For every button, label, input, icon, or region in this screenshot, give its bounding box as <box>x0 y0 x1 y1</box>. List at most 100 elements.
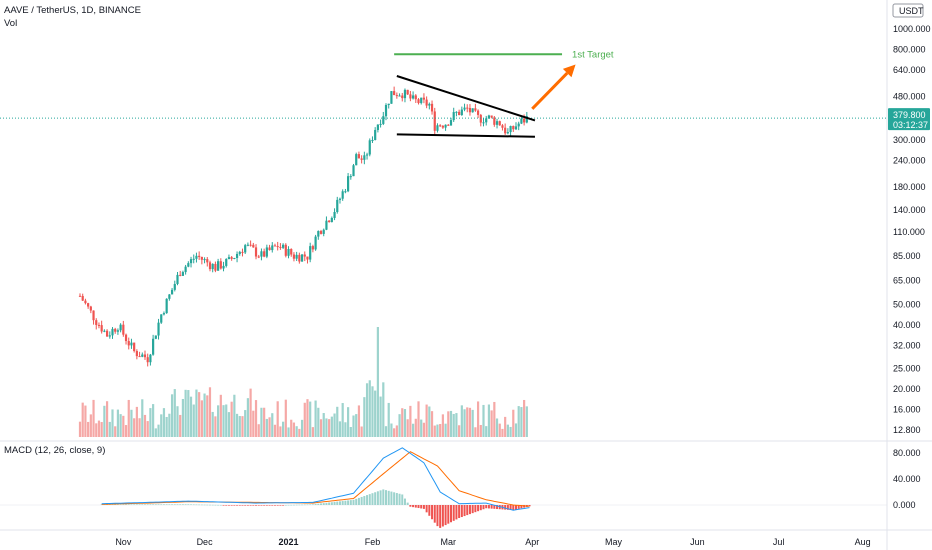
volume-bar <box>279 426 282 437</box>
candle-body <box>257 256 260 258</box>
volume-bar <box>265 418 268 437</box>
candle-body <box>141 354 144 357</box>
candle-body <box>357 154 361 159</box>
volume-bar <box>425 404 428 437</box>
candle-body <box>328 220 331 223</box>
candle-body <box>360 158 363 160</box>
price-tick-label: 110.000 <box>893 227 925 237</box>
volume-bar <box>146 421 149 437</box>
time-tick-label: 2021 <box>279 537 299 547</box>
volume-bar <box>295 426 298 437</box>
volume-bar <box>198 392 201 437</box>
candle-body <box>187 263 190 267</box>
macd-histogram-bar <box>219 504 222 506</box>
macd-histogram-bar <box>368 494 371 505</box>
volume-bar <box>298 428 301 437</box>
candle-body <box>108 335 111 337</box>
volume-bar <box>360 426 363 437</box>
volume-bar <box>160 414 163 437</box>
macd-histogram-bar <box>468 505 471 515</box>
candle-body <box>238 251 241 254</box>
volume-bar <box>468 407 472 437</box>
candle-body <box>203 259 206 261</box>
macd-histogram-bar <box>214 504 217 506</box>
volume-bar <box>162 408 166 437</box>
volume-bar <box>463 409 466 437</box>
volume-bar <box>504 416 507 437</box>
volume-bar <box>211 411 214 437</box>
volume-bar <box>406 419 409 437</box>
candle-body <box>111 328 114 336</box>
macd-histogram-bar <box>168 504 171 505</box>
macd-histogram-bar <box>100 504 103 505</box>
price-tick-label: 1000.000 <box>893 24 931 34</box>
macd-tick-label: 80.000 <box>893 448 921 458</box>
volume-bar <box>154 428 157 437</box>
macd-histogram-bar <box>387 490 390 505</box>
volume-bar <box>384 426 388 437</box>
candle-body <box>189 259 193 264</box>
candle-body <box>474 108 477 111</box>
macd-histogram-bar <box>363 496 366 505</box>
annotations[interactable]: 1st Target <box>0 49 887 138</box>
macd-histogram-bar <box>395 493 398 505</box>
volume-bar <box>230 401 233 437</box>
time-tick-label: Apr <box>525 537 539 547</box>
candle-body <box>122 324 125 335</box>
last-price-value: 379.800 <box>893 110 926 120</box>
price-tick-label: 32.000 <box>893 341 921 351</box>
macd-histogram-bar <box>263 505 266 506</box>
volume-bar <box>192 404 195 437</box>
volume-bar <box>273 424 277 437</box>
volume-bar <box>133 418 136 437</box>
macd-pane <box>0 447 887 528</box>
candle-body <box>325 220 328 230</box>
macd-histogram-bar <box>252 505 255 506</box>
volume-bar <box>452 413 455 437</box>
macd-histogram-bar <box>217 504 220 506</box>
volume-bar <box>325 418 328 437</box>
candle-body <box>170 289 174 295</box>
volume-bar <box>241 416 244 437</box>
time-tick-label: Mar <box>441 537 457 547</box>
candle-body <box>138 356 141 358</box>
volume-bar <box>225 404 228 437</box>
macd-histogram-bar <box>528 505 531 507</box>
macd-histogram-bar <box>371 493 374 505</box>
time-tick-label: Jun <box>690 537 705 547</box>
volume-bar <box>501 428 504 437</box>
volume-bar <box>466 407 469 437</box>
macd-histogram-bar <box>225 505 228 506</box>
time-tick-label: Feb <box>365 537 381 547</box>
volume-bar <box>393 428 396 437</box>
candle-body <box>409 94 412 99</box>
volume-bar <box>227 412 231 437</box>
macd-histogram-bar <box>420 505 423 509</box>
volume-bar <box>214 416 217 437</box>
trendline[interactable] <box>396 133 535 138</box>
volume-bar <box>311 427 314 437</box>
trendline[interactable] <box>396 75 536 122</box>
volume-bar <box>319 419 323 437</box>
last-price-countdown: 03:12:37 <box>893 120 928 130</box>
macd-histogram-bar <box>409 505 412 507</box>
macd-histogram-bar <box>108 504 111 505</box>
volume-bar <box>173 389 176 437</box>
volume-bar <box>338 421 342 437</box>
candle-body <box>311 246 314 250</box>
time-tick-label: May <box>605 537 623 547</box>
macd-histogram-bar <box>227 505 230 506</box>
macd-histogram-bar <box>311 504 314 505</box>
volume-bar <box>523 399 526 437</box>
macd-histogram-bar <box>417 505 420 509</box>
macd-histogram-bar <box>179 504 182 505</box>
volume-bar <box>487 404 491 437</box>
volume-bars <box>78 327 528 437</box>
arrow-head[interactable] <box>562 64 576 78</box>
candle-body <box>200 256 203 260</box>
arrow-shaft[interactable] <box>531 72 569 110</box>
price-tick-label: 800.000 <box>893 45 926 55</box>
macd-histogram-bar <box>504 505 507 510</box>
